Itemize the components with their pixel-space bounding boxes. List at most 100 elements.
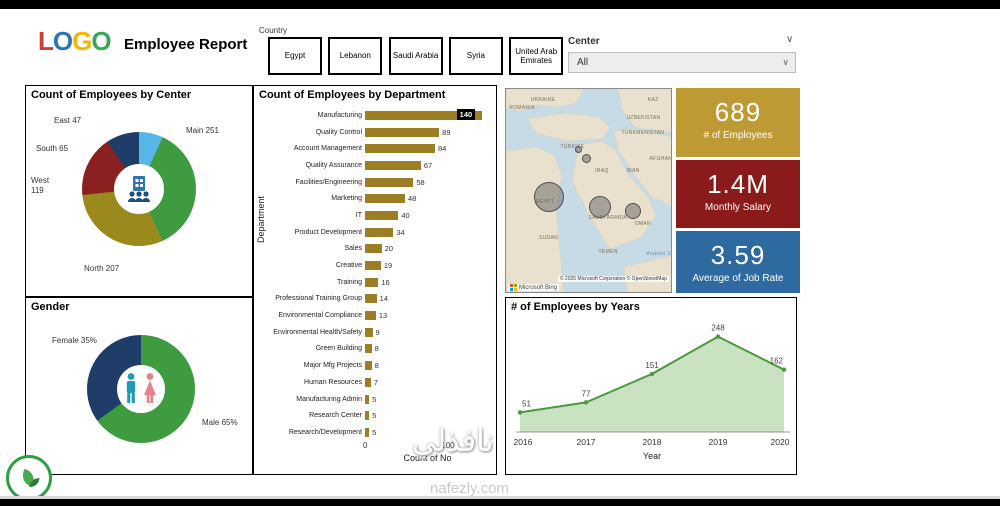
bar-major-mfg-projects[interactable] bbox=[365, 361, 372, 371]
country-button-lebanon[interactable]: Lebanon bbox=[328, 37, 383, 75]
map-bubble[interactable] bbox=[625, 202, 642, 219]
bar-row: Manufacturing 140 bbox=[268, 107, 490, 124]
country-button-syria[interactable]: Syria bbox=[448, 37, 503, 75]
bar-it[interactable] bbox=[365, 210, 399, 220]
report-title: Employee Report bbox=[124, 36, 248, 53]
bar-manufacturing-admin[interactable] bbox=[365, 394, 370, 404]
bar-category-label: Manufacturing bbox=[317, 111, 362, 119]
bar-category-label: IT bbox=[355, 211, 362, 219]
kpi-value: 689 bbox=[714, 97, 762, 127]
department-bars: Manufacturing 140 Quality Control 89 Account… bbox=[254, 101, 496, 441]
center-dropdown[interactable]: All ∨ bbox=[568, 52, 796, 73]
bar-product-development[interactable] bbox=[365, 227, 394, 237]
bar-manufacturing[interactable] bbox=[365, 110, 482, 120]
map-country-label: AFGHAN bbox=[649, 155, 672, 162]
x-axis: 0 100 bbox=[254, 441, 496, 452]
bar-training[interactable] bbox=[365, 277, 379, 287]
map-country-label: KAZ bbox=[647, 97, 659, 104]
bar-environmental-health-safety[interactable] bbox=[365, 327, 373, 337]
country-button-egypt[interactable]: Egypt bbox=[268, 37, 322, 75]
svg-text:51: 51 bbox=[522, 399, 531, 408]
bar-marketing[interactable] bbox=[365, 194, 405, 204]
map-bubble[interactable] bbox=[582, 153, 592, 163]
bar-quality-control[interactable] bbox=[365, 127, 440, 137]
bar-category-label: Facilities/Engineering bbox=[295, 178, 362, 186]
bar-creative[interactable] bbox=[365, 261, 381, 271]
map-country-label: OMAN bbox=[634, 220, 651, 227]
bar-category-label: Product Development bbox=[294, 228, 362, 236]
map-country-label: IRAQ bbox=[595, 168, 609, 175]
svg-text:2020: 2020 bbox=[771, 437, 790, 447]
bar-research-center[interactable] bbox=[365, 411, 370, 421]
kpi-label: Average of Job Rate bbox=[692, 273, 784, 284]
segment-label-male: Male 65% bbox=[202, 418, 238, 427]
svg-text:2019: 2019 bbox=[709, 437, 728, 447]
bar-category-label: Environmental Compliance bbox=[278, 312, 362, 320]
years-chart-panel[interactable]: # of Employees by Years 51 2016 77 2017 151 2… bbox=[505, 297, 797, 475]
segment-label-east: East 47 bbox=[54, 116, 82, 125]
bar-value-label: 20 bbox=[384, 244, 393, 254]
svg-text:Year: Year bbox=[643, 451, 661, 461]
svg-text:2016: 2016 bbox=[514, 437, 533, 447]
chevron-down-icon[interactable]: ∨ bbox=[786, 34, 794, 45]
bar-value-label: 67 bbox=[423, 160, 433, 170]
bar-value-label: 89 bbox=[442, 127, 451, 137]
bar-quality-assurance[interactable] bbox=[365, 160, 421, 170]
bar-value-label: 34 bbox=[396, 227, 405, 237]
center-donut-panel[interactable]: Count of Employees by Center East 47 Mai… bbox=[25, 85, 253, 297]
bar-category-label: Creative bbox=[335, 262, 362, 270]
svg-text:77: 77 bbox=[582, 389, 591, 398]
map-bubble[interactable] bbox=[533, 181, 564, 212]
bar-row: Professional Training Group 14 bbox=[268, 291, 490, 308]
map-visual[interactable]: UKRAINE ROMANIA KAZ UZBEKISTAN TURKMENISTAN T… bbox=[505, 88, 672, 293]
gender-donut-chart[interactable] bbox=[87, 335, 195, 443]
country-button-united-arab-emirates[interactable]: United Arab Emirates bbox=[509, 37, 564, 75]
bar-row: Sales 20 bbox=[268, 241, 490, 258]
bing-logo: Microsoft Bing bbox=[508, 284, 560, 291]
bar-value-label: 16 bbox=[381, 277, 390, 287]
bar-row: Facilities/Engineering 58 bbox=[268, 174, 490, 191]
bar-facilities-engineering[interactable] bbox=[365, 177, 414, 187]
map-country-label: SAUDI ARABIA bbox=[588, 214, 627, 221]
bar-green-building[interactable] bbox=[365, 344, 372, 354]
center-donut-title: Count of Employees by Center bbox=[31, 89, 192, 101]
donut-hole bbox=[117, 365, 165, 413]
center-donut-chart[interactable] bbox=[82, 132, 196, 246]
country-slicer-label: Country bbox=[259, 26, 288, 35]
donut-hole bbox=[113, 163, 165, 215]
map-bubble[interactable] bbox=[589, 195, 612, 218]
bar-row: Quality Control 89 bbox=[268, 124, 490, 141]
svg-text:151: 151 bbox=[645, 361, 659, 370]
bar-category-label: Environmental Health/Safety bbox=[273, 328, 362, 336]
bar-category-label: Marketing bbox=[331, 195, 362, 203]
bar-value-label: 5 bbox=[372, 411, 377, 421]
bar-row: Research/Development 5 bbox=[268, 424, 490, 441]
segment-label-main: Main 251 bbox=[186, 126, 219, 135]
department-chart-panel[interactable]: Count of Employees by Department Departm… bbox=[253, 85, 497, 475]
top-letterbox-bar bbox=[0, 0, 1000, 9]
bar-value-label: 5 bbox=[372, 394, 377, 404]
map-bubble[interactable] bbox=[575, 146, 583, 154]
bar-row: Product Development 34 bbox=[268, 224, 490, 241]
bar-professional-training-group[interactable] bbox=[365, 294, 377, 304]
map-country-label: ROMANIA bbox=[509, 105, 535, 112]
gender-donut-title: Gender bbox=[31, 301, 70, 313]
kpi-card-monthly-salary[interactable]: 1.4M Monthly Salary bbox=[676, 160, 800, 228]
bar-value-label: 14 bbox=[379, 294, 388, 304]
map-country-label: UZBEKISTAN bbox=[626, 115, 661, 122]
bar-value-label: 8 bbox=[374, 344, 379, 354]
bar-sales[interactable] bbox=[365, 244, 382, 254]
bar-category-label: Quality Control bbox=[315, 128, 362, 136]
bar-research-development[interactable] bbox=[365, 427, 370, 437]
gender-donut-panel[interactable]: Gender Female 35% Male 65% bbox=[25, 297, 253, 475]
kpi-card-job-rate[interactable]: 3.59 Average of Job Rate bbox=[676, 231, 800, 293]
bar-account-management[interactable] bbox=[365, 144, 435, 154]
y-axis-title: Department bbox=[256, 196, 266, 244]
years-area-chart[interactable]: 51 2016 77 2017 151 2018 248 2019 162 2020 Year bbox=[508, 320, 794, 470]
bar-category-label: Professional Training Group bbox=[275, 295, 362, 303]
country-button-saudi-arabia[interactable]: Saudi Arabia bbox=[388, 37, 443, 75]
kpi-card-employees[interactable]: 689 # of Employees bbox=[676, 88, 800, 157]
microsoft-logo-icon bbox=[510, 284, 517, 291]
bar-human-resources[interactable] bbox=[365, 377, 371, 387]
bar-environmental-compliance[interactable] bbox=[365, 311, 376, 321]
